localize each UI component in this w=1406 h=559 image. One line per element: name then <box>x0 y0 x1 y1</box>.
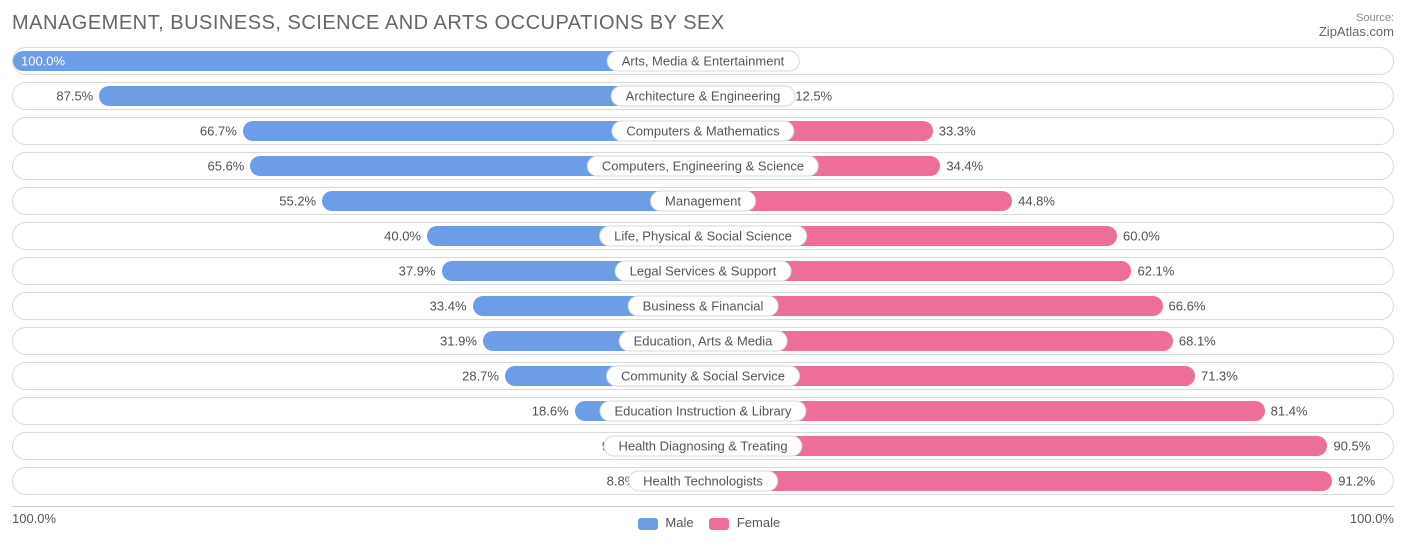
category-label: Community & Social Service <box>606 366 800 387</box>
category-label: Health Diagnosing & Treating <box>603 436 802 457</box>
category-label: Life, Physical & Social Science <box>599 226 807 247</box>
bar-row: 28.7% 71.3% Community & Social Service <box>12 362 1394 390</box>
axis-left-label: 100.0% <box>12 511 56 530</box>
source-label: Source: <box>1319 12 1394 24</box>
male-pct-label: 55.2% <box>279 194 316 209</box>
male-pct-label: 66.7% <box>200 124 237 139</box>
bar-row: 18.6% 81.4% Education Instruction & Librar… <box>12 397 1394 425</box>
category-label: Education, Arts & Media <box>619 331 788 352</box>
category-label: Arts, Media & Entertainment <box>607 51 800 72</box>
bars-container: 100.0%0.0%Arts, Media & Entertainment 87.… <box>12 47 1394 507</box>
bar-row: 55.2% 44.8% Management <box>12 187 1394 215</box>
legend-label-female: Female <box>737 515 780 530</box>
male-bar <box>322 191 703 211</box>
bar-row: 65.6% 34.4% Computers, Engineering & Scien… <box>12 152 1394 180</box>
female-pct-label: 66.6% <box>1169 299 1206 314</box>
bar-row: 8.8%91.2%Health Technologists <box>12 467 1394 495</box>
category-label: Management <box>650 191 756 212</box>
bar-row: 33.4% 66.6% Business & Financial <box>12 292 1394 320</box>
category-label: Architecture & Engineering <box>611 86 796 107</box>
female-pct-label: 90.5% <box>1333 439 1370 454</box>
female-pct-label: 44.8% <box>1018 194 1055 209</box>
category-label: Computers, Engineering & Science <box>587 156 819 177</box>
category-label: Business & Financial <box>628 296 779 317</box>
male-pct-label: 37.9% <box>399 264 436 279</box>
category-label: Legal Services & Support <box>615 261 792 282</box>
male-pct-label: 28.7% <box>462 369 499 384</box>
female-pct-label: 33.3% <box>939 124 976 139</box>
category-label: Computers & Mathematics <box>611 121 794 142</box>
bar-row: 66.7% 33.3% Computers & Mathematics <box>12 117 1394 145</box>
male-pct-label: 40.0% <box>384 229 421 244</box>
female-pct-label: 12.5% <box>795 89 832 104</box>
male-pct-label: 87.5% <box>56 89 93 104</box>
female-pct-label: 91.2% <box>1338 474 1375 489</box>
male-pct-label: 33.4% <box>430 299 467 314</box>
bar-row: 87.5% 12.5%Architecture & Engineering <box>12 82 1394 110</box>
category-label: Education Instruction & Library <box>599 401 806 422</box>
bar-row: 9.5%90.5%Health Diagnosing & Treating <box>12 432 1394 460</box>
male-pct-label: 31.9% <box>440 334 477 349</box>
female-pct-label: 60.0% <box>1123 229 1160 244</box>
bar-row: 40.0% 60.0% Life, Physical & Social Scienc… <box>12 222 1394 250</box>
female-pct-label: 34.4% <box>946 159 983 174</box>
female-bar <box>703 471 1332 491</box>
axis-right-label: 100.0% <box>1350 511 1394 530</box>
legend: Male Female <box>626 515 780 530</box>
male-pct-label: 18.6% <box>532 404 569 419</box>
axis-row: 100.0% Male Female 100.0% <box>12 511 1394 530</box>
male-bar <box>13 51 703 71</box>
female-pct-label: 71.3% <box>1201 369 1238 384</box>
female-pct-label: 81.4% <box>1271 404 1308 419</box>
male-pct-label: 65.6% <box>208 159 245 174</box>
legend-label-male: Male <box>665 515 693 530</box>
legend-swatch-male <box>638 518 658 530</box>
source-name: ZipAtlas.com <box>1319 24 1394 39</box>
bar-row: 37.9% 62.1% Legal Services & Support <box>12 257 1394 285</box>
female-pct-label: 68.1% <box>1179 334 1216 349</box>
header-row: MANAGEMENT, BUSINESS, SCIENCE AND ARTS O… <box>12 12 1394 39</box>
bar-row: 31.9% 68.1% Education, Arts & Media <box>12 327 1394 355</box>
category-label: Health Technologists <box>628 471 778 492</box>
chart-title: MANAGEMENT, BUSINESS, SCIENCE AND ARTS O… <box>12 12 725 35</box>
male-pct-label: 100.0% <box>21 54 65 69</box>
legend-swatch-female <box>709 518 729 530</box>
occupations-by-sex-chart: MANAGEMENT, BUSINESS, SCIENCE AND ARTS O… <box>12 12 1394 530</box>
bar-row: 100.0%0.0%Arts, Media & Entertainment <box>12 47 1394 75</box>
female-pct-label: 62.1% <box>1137 264 1174 279</box>
source-credit: Source: ZipAtlas.com <box>1319 12 1394 39</box>
